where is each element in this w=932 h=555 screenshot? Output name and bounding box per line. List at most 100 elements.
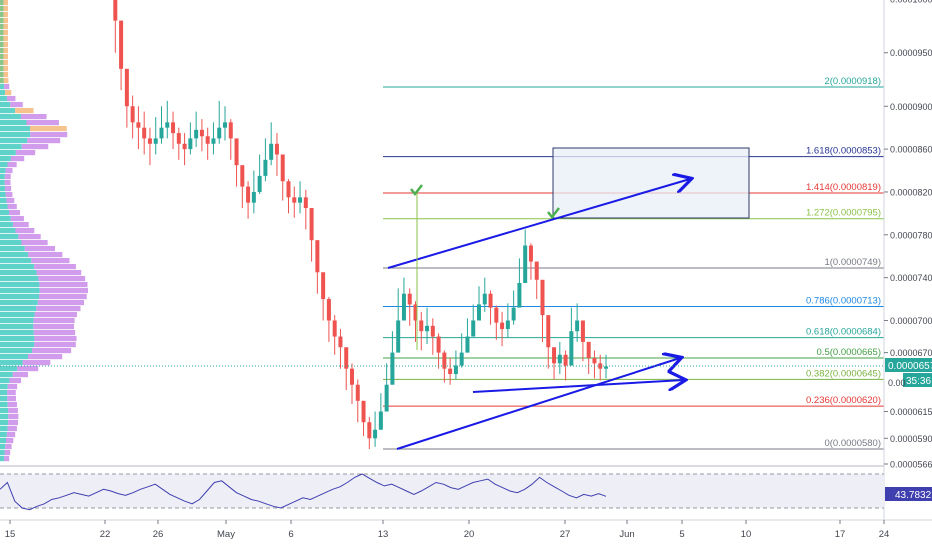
volume-profile-bar xyxy=(39,282,88,288)
candle-body xyxy=(413,304,418,321)
candle-body xyxy=(257,175,262,192)
candle-body xyxy=(430,325,435,337)
candle-body xyxy=(355,384,360,401)
volume-profile-bar xyxy=(0,60,4,66)
candle-body xyxy=(534,261,539,280)
volume-profile-bar xyxy=(0,294,40,300)
volume-profile-bar xyxy=(3,54,9,60)
volume-profile-bar xyxy=(39,294,87,300)
fib-level-label: 1.272(0.0000795) xyxy=(806,208,881,219)
volume-profile-bar xyxy=(0,330,34,336)
volume-profile-bar xyxy=(0,456,5,462)
candle-body xyxy=(228,122,233,139)
upper-trend-arrow[interactable] xyxy=(387,179,690,269)
price-tick-label: 0.0000670 xyxy=(890,348,932,358)
candle-body xyxy=(199,129,204,137)
volume-profile-bar xyxy=(3,60,9,66)
candle-body xyxy=(367,422,372,439)
volume-profile-bar xyxy=(0,84,5,90)
volume-profile-bar xyxy=(0,18,4,24)
target-zone-rect[interactable] xyxy=(552,147,750,219)
candle-body xyxy=(523,245,528,283)
rsi-line xyxy=(0,473,607,511)
fibonacci-levels: 0(0.0000580) 0.236(0.0000620) 0.382(0.0000… xyxy=(383,76,884,450)
volume-profile-bar xyxy=(0,42,4,48)
candle-body xyxy=(136,122,141,128)
fib-level-label: 0.786(0.0000713) xyxy=(806,296,881,307)
volume-profile-bar xyxy=(3,42,9,48)
volume-profile-bar xyxy=(0,270,37,276)
volume-profile-bar xyxy=(0,282,40,288)
candle-body xyxy=(205,136,210,144)
price-tick-label: 0.0000590 xyxy=(890,434,932,444)
time-tick-label: May xyxy=(217,529,235,540)
volume-profile-bar xyxy=(18,234,41,240)
volume-profile-bar xyxy=(10,216,24,222)
candle-body xyxy=(240,165,245,187)
candle-body xyxy=(563,354,568,366)
volume-profile-bar xyxy=(20,114,47,120)
volume-profile-bar xyxy=(4,174,11,180)
candle-body xyxy=(517,282,522,308)
price-tick-label: 0.0000950 xyxy=(890,48,932,58)
candle-body xyxy=(557,354,562,364)
lower-trend-arrow[interactable] xyxy=(396,358,680,450)
volume-profile-bar xyxy=(6,432,16,438)
candle-body xyxy=(505,320,510,330)
rsi-value-text: 43.7832 xyxy=(895,490,932,501)
price-tick-label: 0.0000700 xyxy=(890,316,932,326)
volume-profile-bar xyxy=(0,444,6,450)
candle-body xyxy=(113,0,118,21)
candle-body xyxy=(315,240,320,273)
volume-profile-bar xyxy=(0,450,5,456)
volume-profile-bar xyxy=(0,90,6,96)
volume-profile-bar xyxy=(5,90,12,96)
volume-profile-bar xyxy=(0,438,6,444)
volume-profile-bar xyxy=(0,390,8,396)
volume-profile-bar xyxy=(0,288,40,294)
volume-profile-bar xyxy=(0,276,39,282)
volume-profile-bar xyxy=(5,186,12,192)
volume-profile-bar xyxy=(0,180,5,186)
candle-body xyxy=(361,400,366,423)
price-tick-label: 0.0000860 xyxy=(890,145,932,155)
volume-profile-bar xyxy=(0,366,18,372)
volume-profile-bar xyxy=(0,6,4,12)
volume-profile-bar xyxy=(0,168,6,174)
volume-profile-bar xyxy=(7,396,17,402)
volume-profile-bar xyxy=(0,198,7,204)
check-icon xyxy=(547,207,560,220)
volume-profile-bar xyxy=(5,444,12,450)
volume-profile-bar xyxy=(0,186,6,192)
volume-profile-bar xyxy=(0,204,8,210)
rsi-pane xyxy=(0,473,884,511)
volume-profile-bar xyxy=(22,360,51,366)
candle-body xyxy=(580,320,585,342)
volume-profile-bar xyxy=(0,420,9,426)
drawings xyxy=(387,147,750,450)
volume-profile-bar xyxy=(7,426,17,432)
volume-profile-bar xyxy=(8,420,19,426)
horizontal-trend-arrow[interactable] xyxy=(472,380,684,393)
volume-profile-bar xyxy=(7,390,16,396)
volume-profile-bar xyxy=(4,180,11,186)
volume-profile-bar xyxy=(7,204,17,210)
volume-profile-bar xyxy=(39,288,89,294)
candle-body xyxy=(159,127,164,139)
candle-body xyxy=(384,384,389,412)
volume-profile-bar xyxy=(15,108,34,114)
volume-profile-bar xyxy=(7,162,17,168)
current-price-badge: 0.0000657 xyxy=(885,358,932,372)
candle-body xyxy=(286,181,291,198)
volume-profile-bar xyxy=(0,246,25,252)
price-tick-label: 0.0000780 xyxy=(890,230,932,240)
price-axis[interactable]: 0.0001000 0.0000950 0.0000900 0.0000860 0.00… xyxy=(884,0,932,469)
volume-profile-bar xyxy=(3,30,8,36)
time-axis[interactable]: 15 22 26 May 6 13 20 27 Jun 5 10 17 24 xyxy=(5,520,890,540)
volume-profile-bar xyxy=(10,102,23,108)
candles xyxy=(113,0,608,449)
volume-profile-bar xyxy=(0,12,4,18)
countdown-text: 35:36 xyxy=(906,376,931,387)
